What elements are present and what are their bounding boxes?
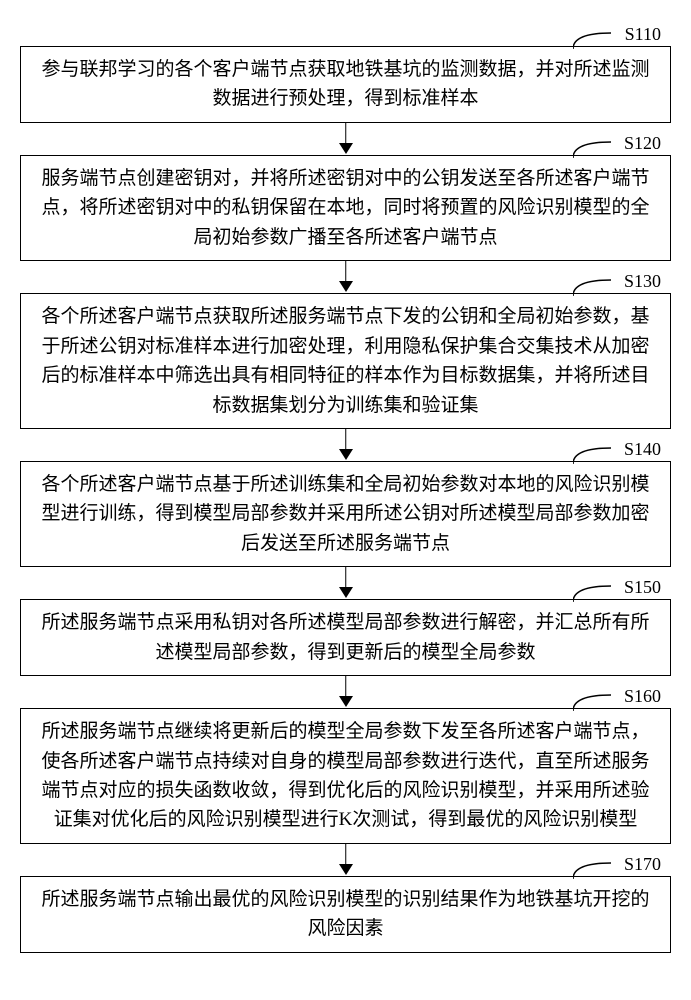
step-s160: S160 所述服务端节点继续将更新后的模型全局参数下发至各所述客户端节点，使各所… <box>20 708 671 844</box>
step-s110: S110 参与联邦学习的各个客户端节点获取地铁基坑的监测数据，并对所述监测数据进… <box>20 46 671 123</box>
step-box: 各个所述客户端节点获取所述服务端节点下发的公钥和全局初始参数，基于所述公钥对标准… <box>20 293 671 429</box>
step-box: 各个所述客户端节点基于所述训练集和全局初始参数对本地的风险识别模型进行训练，得到… <box>20 461 671 567</box>
step-label: S140 <box>624 439 661 460</box>
step-box: 所述服务端节点输出最优的风险识别模型的识别结果作为地铁基坑开挖的风险因素 <box>20 876 671 953</box>
step-label: S170 <box>624 854 661 875</box>
step-label: S150 <box>624 577 661 598</box>
label-connector-icon <box>573 693 613 713</box>
label-connector-icon <box>573 31 613 51</box>
label-connector-icon <box>573 278 613 298</box>
step-label: S120 <box>624 133 661 154</box>
step-label: S110 <box>625 24 661 45</box>
label-connector-icon <box>573 140 613 160</box>
label-connector-icon <box>573 446 613 466</box>
label-connector-icon <box>573 861 613 881</box>
step-s140: S140 各个所述客户端节点基于所述训练集和全局初始参数对本地的风险识别模型进行… <box>20 461 671 567</box>
step-label: S160 <box>624 686 661 707</box>
step-box: 所述服务端节点采用私钥对各所述模型局部参数进行解密，并汇总所有所述模型局部参数，… <box>20 599 671 676</box>
step-box: 服务端节点创建密钥对，并将所述密钥对中的公钥发送至各所述客户端节点，将所述密钥对… <box>20 155 671 261</box>
step-s120: S120 服务端节点创建密钥对，并将所述密钥对中的公钥发送至各所述客户端节点，将… <box>20 155 671 261</box>
label-connector-icon <box>573 584 613 604</box>
step-s130: S130 各个所述客户端节点获取所述服务端节点下发的公钥和全局初始参数，基于所述… <box>20 293 671 429</box>
step-label: S130 <box>624 271 661 292</box>
step-box: 参与联邦学习的各个客户端节点获取地铁基坑的监测数据，并对所述监测数据进行预处理，… <box>20 46 671 123</box>
step-s150: S150 所述服务端节点采用私钥对各所述模型局部参数进行解密，并汇总所有所述模型… <box>20 599 671 676</box>
flowchart-container: S110 参与联邦学习的各个客户端节点获取地铁基坑的监测数据，并对所述监测数据进… <box>20 46 671 953</box>
step-s170: S170 所述服务端节点输出最优的风险识别模型的识别结果作为地铁基坑开挖的风险因… <box>20 876 671 953</box>
step-box: 所述服务端节点继续将更新后的模型全局参数下发至各所述客户端节点，使各所述客户端节… <box>20 708 671 844</box>
